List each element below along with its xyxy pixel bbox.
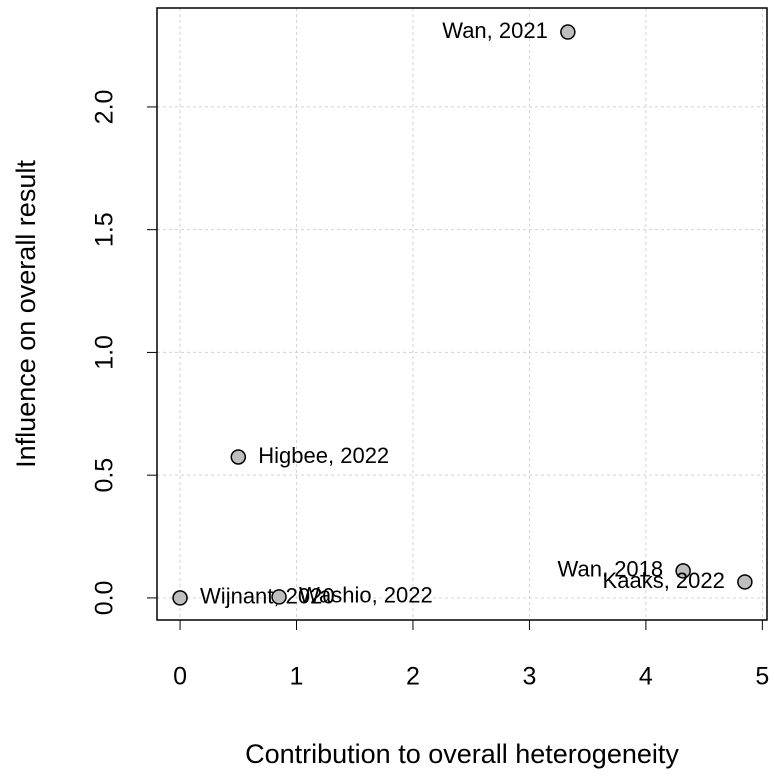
point-label: Kaaks, 2022 [603,568,725,593]
point-label: Washio, 2022 [299,583,433,608]
point [230,449,247,465]
point-label: Wijnant, 2020 [200,584,335,609]
x-tick-label: 4 [639,663,653,691]
point-label: Wan, 2018 [558,557,664,582]
x-tick-label: 2 [406,663,420,691]
point [271,589,287,605]
y-tick-label: 2.0 [91,90,119,125]
point-label: Higbee, 2022 [258,443,389,468]
point [172,590,188,606]
point [737,574,753,590]
y-tick-label: 1.0 [91,335,119,370]
y-tick-label: 0.0 [91,581,119,616]
y-tick-label: 1.5 [91,212,119,247]
x-tick-label: 5 [755,663,769,691]
y-tick-label: 0.5 [91,458,119,493]
point [560,24,576,40]
x-tick-label: 1 [290,663,304,691]
x-tick-label: 3 [522,663,536,691]
plot-frame [156,7,768,621]
x-axis-title: Contribution to overall heterogeneity [245,739,679,769]
y-axis-title: Influence on overall result [11,160,41,468]
x-tick-label: 0 [173,663,187,691]
point-label: Wan, 2021 [442,18,548,43]
point [675,563,691,579]
